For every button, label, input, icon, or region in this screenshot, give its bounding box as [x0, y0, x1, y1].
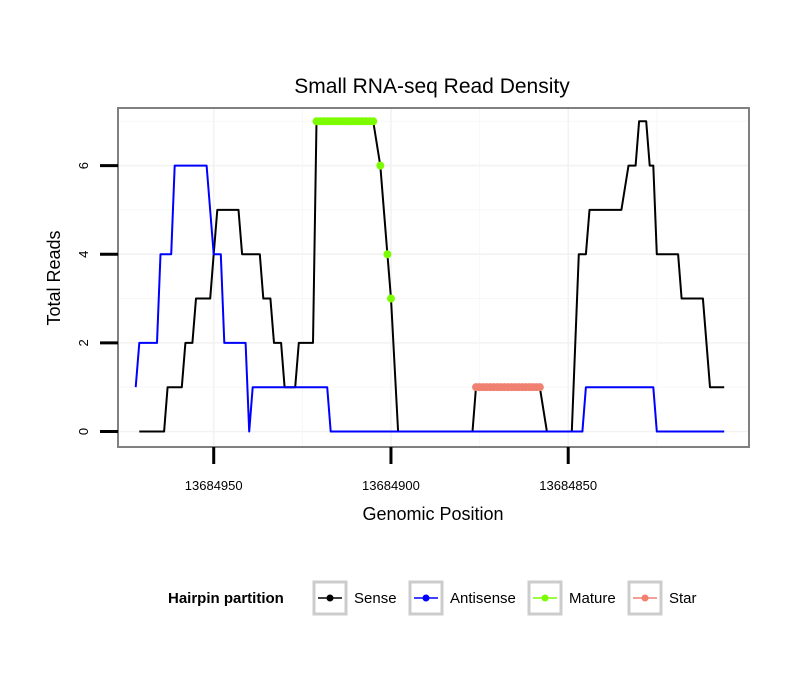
legend-item-mature: Mature [527, 580, 616, 616]
legend-item-antisense: Antisense [408, 580, 516, 616]
x-tick-label: 13684900 [362, 478, 420, 493]
legend-label: Sense [354, 590, 397, 607]
series-line-antisense [134, 164, 725, 433]
series-point-mature [376, 161, 385, 170]
plot-border [117, 107, 750, 448]
series-point-star [535, 383, 544, 392]
series-point-mature [369, 117, 378, 126]
series-point-mature [383, 250, 392, 259]
axes: 13684950 13684900 13684850 0 2 4 6 [76, 162, 597, 493]
y-tick-label: 0 [76, 428, 91, 435]
plot-background [118, 108, 749, 447]
grid-lines [118, 108, 749, 447]
legend-key-dot [641, 594, 649, 602]
legend-title: Hairpin partition [168, 590, 284, 607]
legend-item-star: Star [627, 580, 697, 616]
legend-label: Antisense [450, 590, 516, 607]
x-tick-label: 13684950 [185, 478, 243, 493]
legend-label: Mature [569, 590, 616, 607]
y-tick-label: 2 [76, 339, 91, 346]
legend-item-sense: Sense [312, 580, 397, 616]
series-point-mature [386, 294, 395, 303]
plot-area [117, 107, 750, 448]
legend-key-dot [541, 594, 549, 602]
legend: Hairpin partition Sense Antisense Mature St… [168, 580, 697, 616]
x-tick-label: 13684850 [539, 478, 597, 493]
legend-label: Star [669, 590, 697, 607]
y-axis-label: Total Reads [44, 230, 64, 325]
series-layer [134, 117, 725, 433]
y-tick-label: 6 [76, 162, 91, 169]
chart-title: Small RNA-seq Read Density [294, 75, 570, 98]
legend-key-dot [422, 594, 430, 602]
y-tick-label: 4 [76, 251, 91, 258]
x-axis-label: Genomic Position [362, 504, 503, 524]
legend-key-dot [326, 594, 334, 602]
series-line-sense [139, 120, 725, 433]
